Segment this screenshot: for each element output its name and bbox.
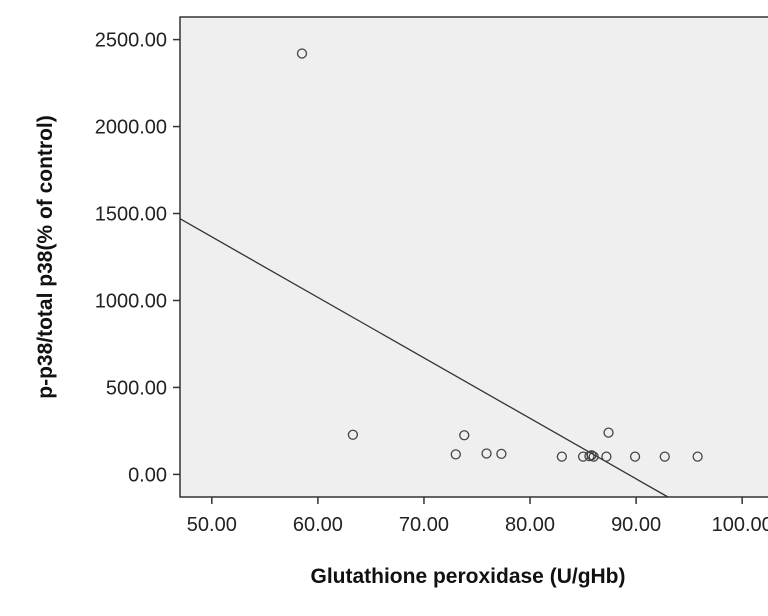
data-point (586, 450, 597, 461)
tick-labels: 0.00 500.00 1000.00 1500.00 2000.00 2500.00 50… (95, 30, 768, 536)
data-point (659, 451, 670, 462)
data-points (296, 48, 703, 462)
data-point (588, 451, 599, 462)
x-tick-label: 80.00 (505, 514, 555, 536)
regression-line (179, 218, 669, 498)
x-tick-label: 50.00 (187, 514, 237, 536)
regression-line-group (179, 218, 669, 498)
y-tick-label: 2000.00 (95, 117, 167, 139)
data-point (601, 451, 612, 462)
data-point (692, 451, 703, 462)
data-point (347, 429, 359, 440)
axis-ticks (173, 38, 743, 504)
data-point (603, 427, 614, 438)
y-tick-label: 2500.00 (95, 30, 167, 52)
y-tick-label: 1500.00 (95, 204, 167, 226)
y-tick-label: 1000.00 (95, 290, 167, 312)
x-tick-label: 100.00 (712, 514, 768, 536)
data-point (296, 48, 308, 59)
x-tick-label: 90.00 (611, 514, 661, 536)
y-axis-title: p-p38/total p38(% of control) (34, 115, 57, 399)
data-point (496, 448, 507, 460)
x-axis-title: Glutathione peroxidase (U/gHb) (310, 565, 625, 588)
x-tick-label: 60.00 (293, 514, 343, 536)
data-point (556, 451, 568, 462)
data-point (450, 449, 461, 460)
y-tick-label: 0.00 (128, 464, 167, 486)
data-point (459, 430, 470, 441)
data-point (481, 448, 492, 459)
x-tick-label: 70.00 (399, 514, 449, 536)
plot-area (179, 16, 768, 498)
y-tick-label: 500.00 (106, 377, 167, 399)
data-point (629, 451, 641, 462)
